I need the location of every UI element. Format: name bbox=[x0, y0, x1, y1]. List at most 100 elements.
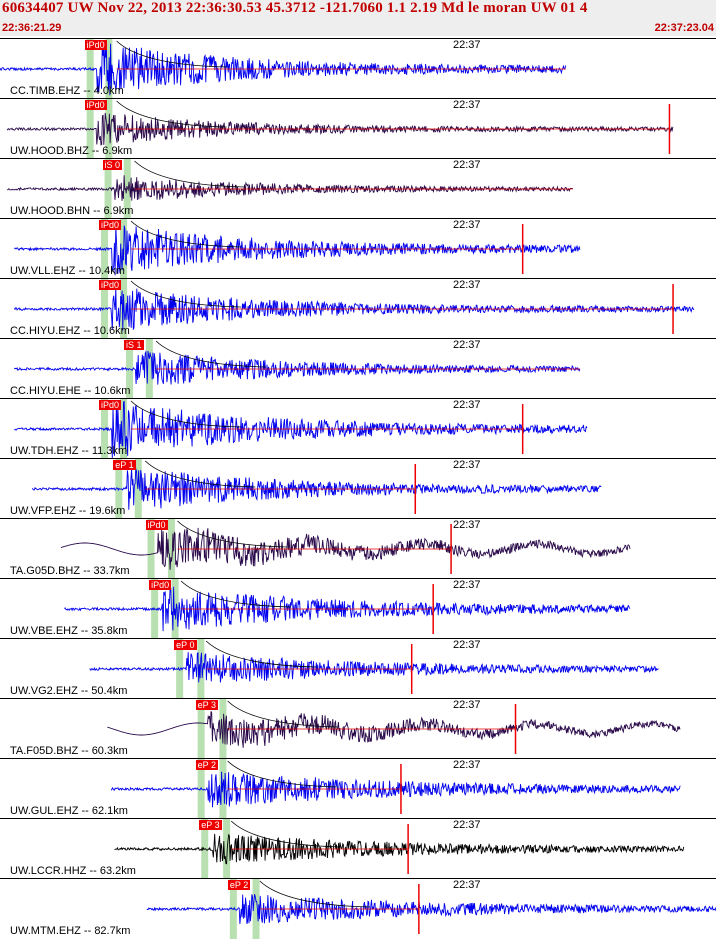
station-label: UW.LCCR.HHZ -- 63.2km bbox=[10, 865, 136, 877]
phase-pick-label[interactable]: iPd0 bbox=[145, 520, 168, 530]
time-tick-label: 22:37 bbox=[453, 579, 481, 591]
waveform-trace bbox=[110, 771, 681, 808]
event-title: 60634407 UW Nov 22, 2013 22:36:30.53 45.… bbox=[2, 0, 588, 16]
waveform-plot bbox=[110, 759, 681, 819]
time-tick-label: 22:37 bbox=[453, 159, 481, 171]
phase-pick-label[interactable]: eP 2 bbox=[227, 880, 251, 890]
decay-curve bbox=[116, 40, 227, 68]
decay-curve bbox=[227, 700, 338, 728]
analysis-window bbox=[176, 639, 184, 699]
phase-pick-label[interactable]: iS 0 bbox=[102, 160, 123, 170]
analysis-window bbox=[167, 519, 175, 579]
analysis-window bbox=[86, 39, 94, 99]
phase-pick-label[interactable]: iPd0 bbox=[149, 580, 172, 590]
phase-pick-label[interactable]: iS 1 bbox=[124, 340, 144, 350]
phase-pick-label[interactable]: iPd0 bbox=[98, 280, 121, 290]
time-tick-label: 22:37 bbox=[453, 819, 481, 831]
station-label: UW.HOOD.BHN -- 6.9km bbox=[10, 205, 134, 217]
phase-pick-label[interactable]: iPd0 bbox=[84, 40, 107, 50]
trace-panel: iPd0 22:37 UW.VLL.EHZ -- 10.4km bbox=[0, 218, 716, 279]
time-tick-label: 22:37 bbox=[453, 759, 481, 771]
time-tick-label: 22:37 bbox=[453, 699, 481, 711]
waveform-trace bbox=[0, 43, 567, 96]
station-label: CC.TIMB.EHZ -- 4.0km bbox=[10, 85, 124, 97]
waveform-trace bbox=[31, 468, 602, 510]
end-time: 22:37:23.04 bbox=[654, 22, 714, 34]
waveform-plot bbox=[13, 279, 695, 339]
time-tick-label: 22:37 bbox=[453, 399, 481, 411]
waveform-plot bbox=[14, 399, 588, 459]
phase-pick-label[interactable]: eP 0 bbox=[174, 640, 197, 650]
trace-panel: iPd0 22:37 UW.VBE.EHZ -- 35.8km bbox=[0, 578, 716, 639]
time-tick-label: 22:37 bbox=[453, 99, 481, 111]
phase-pick-label[interactable]: eP 3 bbox=[195, 700, 218, 710]
station-label: CC.HIYU.EHE -- 10.6km bbox=[10, 385, 131, 397]
time-tick-label: 22:37 bbox=[453, 39, 481, 51]
time-tick-label: 22:37 bbox=[453, 339, 481, 351]
waveform-plot bbox=[7, 159, 573, 219]
station-label: UW.HOOD.BHZ -- 6.9km bbox=[10, 145, 133, 157]
waveform-trace bbox=[114, 833, 685, 865]
station-label: UW.GUL.EHZ -- 62.1km bbox=[10, 805, 128, 817]
trace-panel: iS 0 22:37 UW.HOOD.BHN -- 6.9km bbox=[0, 158, 716, 219]
phase-pick-label[interactable]: iPd0 bbox=[98, 400, 121, 410]
decay-curve bbox=[227, 760, 338, 788]
trace-panel: iPd0 22:37 CC.TIMB.EHZ -- 4.0km bbox=[0, 38, 716, 99]
analysis-window bbox=[120, 399, 128, 459]
station-label: UW.VG2.EHZ -- 50.4km bbox=[10, 685, 128, 697]
trace-panel: eP 3 22:37 UW.LCCR.HHZ -- 63.2km bbox=[0, 818, 716, 879]
waveform-trace bbox=[13, 287, 695, 331]
time-tick-label: 22:37 bbox=[453, 879, 481, 891]
decay-curve bbox=[134, 160, 245, 188]
station-label: UW.VFP.EHZ -- 19.6km bbox=[10, 505, 126, 517]
waveform-plot bbox=[146, 879, 716, 939]
phase-pick-label[interactable]: iPd0 bbox=[84, 100, 107, 110]
start-time: 22:36:21.29 bbox=[2, 22, 62, 34]
waveform-trace bbox=[64, 586, 631, 632]
trace-panel: iPd0 22:37 UW.TDH.EHZ -- 11.3km bbox=[0, 398, 716, 459]
decay-curve bbox=[205, 640, 317, 668]
analysis-window bbox=[223, 819, 231, 879]
station-label: UW.VLL.EHZ -- 10.4km bbox=[10, 265, 125, 277]
decay-curve bbox=[130, 400, 241, 428]
decay-curve bbox=[155, 340, 267, 368]
record-header: 60634407 UW Nov 22, 2013 22:36:30.53 45.… bbox=[0, 0, 716, 36]
waveform-trace bbox=[89, 651, 659, 683]
decay-curve bbox=[180, 580, 292, 608]
trace-panel: iPd0 22:37 TA.G05D.BHZ -- 33.7km bbox=[0, 518, 716, 579]
analysis-window bbox=[197, 699, 205, 759]
waveform-plot bbox=[107, 699, 681, 759]
waveform-trace bbox=[107, 711, 681, 748]
time-tick-label: 22:37 bbox=[453, 279, 481, 291]
trace-panel: iPd0 22:37 UW.HOOD.BHZ -- 6.9km bbox=[0, 98, 716, 159]
trace-panel: iS 1 22:37 CC.HIYU.EHE -- 10.6km bbox=[0, 338, 716, 399]
waveform-trace bbox=[14, 400, 588, 458]
phase-pick-label[interactable]: eP 1 bbox=[113, 460, 136, 470]
waveform-plot bbox=[14, 339, 581, 399]
waveform-plot bbox=[31, 459, 602, 519]
time-tick-label: 22:37 bbox=[453, 219, 481, 231]
waveform-trace bbox=[14, 225, 581, 276]
waveform-plot bbox=[14, 219, 581, 279]
waveform-plot bbox=[60, 519, 631, 579]
station-label: UW.TDH.EHZ -- 11.3km bbox=[10, 445, 128, 457]
decay-curve bbox=[230, 820, 342, 848]
station-label: TA.F05D.BHZ -- 60.3km bbox=[10, 745, 128, 757]
station-label: UW.MTM.EHZ -- 82.7km bbox=[10, 925, 131, 937]
analysis-window bbox=[145, 339, 153, 399]
time-tick-label: 22:37 bbox=[453, 459, 481, 471]
phase-pick-label[interactable]: eP 3 bbox=[199, 820, 222, 830]
station-label: TA.G05D.BHZ -- 33.7km bbox=[10, 565, 130, 577]
analysis-window bbox=[197, 759, 205, 819]
phase-pick-label[interactable]: eP 2 bbox=[195, 760, 218, 770]
phase-pick-label[interactable]: iPd0 bbox=[98, 220, 121, 230]
decay-curve bbox=[177, 520, 288, 548]
waveform-trace bbox=[7, 175, 573, 201]
station-label: CC.HIYU.EHZ -- 10.6km bbox=[10, 325, 130, 337]
decay-curve bbox=[116, 100, 227, 128]
decay-curve bbox=[145, 460, 256, 488]
trace-panel: iPd0 22:37 CC.HIYU.EHZ -- 10.6km bbox=[0, 278, 716, 339]
waveform-trace bbox=[146, 894, 716, 925]
waveform-plot bbox=[0, 39, 567, 99]
trace-panel: eP 1 22:37 UW.VFP.EHZ -- 19.6km bbox=[0, 458, 716, 519]
